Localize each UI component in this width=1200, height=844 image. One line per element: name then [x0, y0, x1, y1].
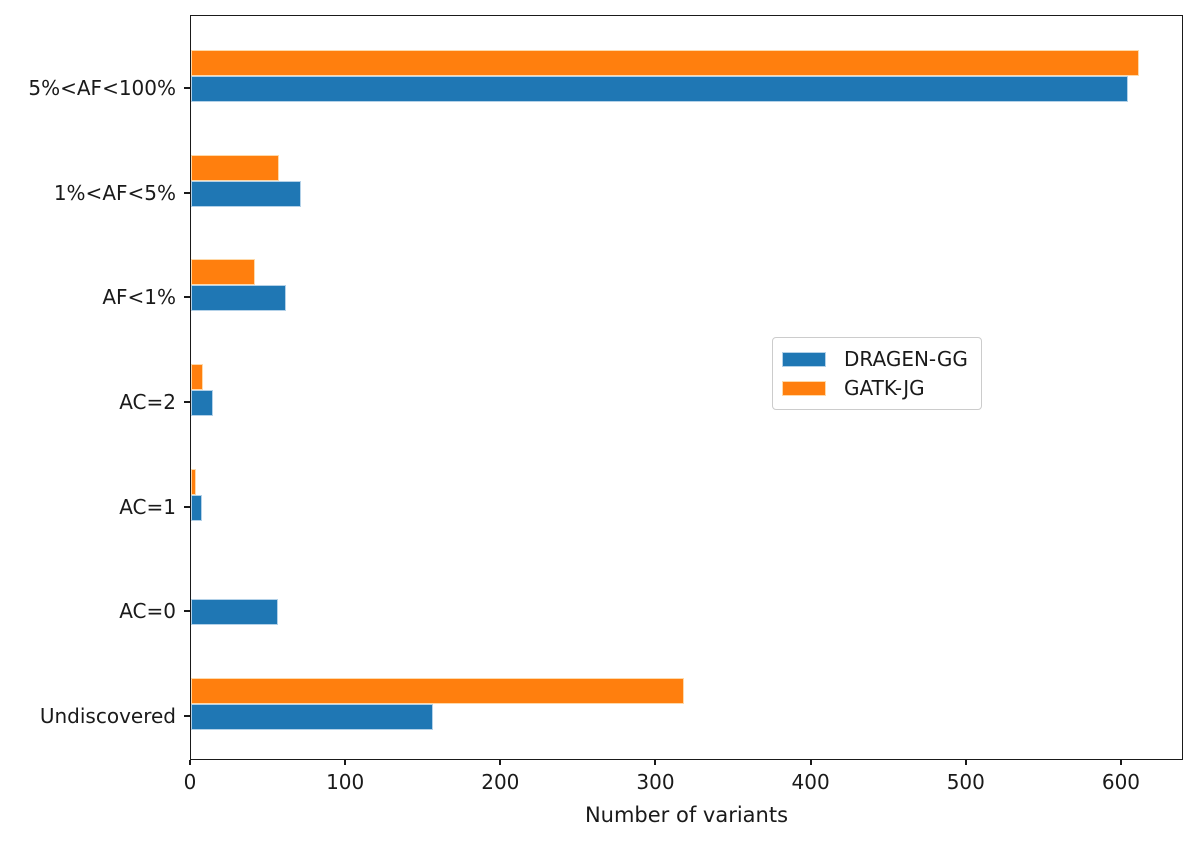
bar-dragen-gg-ac-1 — [191, 494, 202, 521]
y-tick-label: AC=2 — [119, 390, 176, 414]
x-tick-label: 500 — [946, 770, 985, 794]
y-tick-label: Undiscovered — [39, 704, 176, 728]
y-tick-mark — [184, 715, 190, 717]
bar-gatk-jg-undiscovered — [191, 678, 685, 704]
y-tick-label: 5%<AF<100% — [28, 76, 176, 100]
x-tick-mark — [654, 760, 657, 765]
y-tick-label: AF<1% — [102, 285, 176, 310]
bar-gatk-jg-5-af-100 — [191, 50, 1139, 76]
x-tick-label: 100 — [326, 770, 365, 794]
bar-dragen-gg-5-af-100 — [191, 76, 1129, 102]
y-tick-mark — [184, 505, 190, 508]
bar-gatk-jg-ac-2 — [191, 364, 204, 390]
y-tick-label: 1%<AF<5% — [53, 180, 176, 205]
x-tick-label: 200 — [481, 770, 520, 794]
x-tick-label: 400 — [791, 770, 830, 794]
legend: DRAGEN-GG GATK-JG — [772, 337, 982, 410]
x-tick-mark — [189, 760, 191, 765]
legend-label-dragen-gg: DRAGEN-GG — [844, 347, 968, 371]
y-tick-mark — [184, 610, 190, 613]
y-tick-mark — [184, 87, 190, 89]
bar-dragen-gg-1-af-5 — [191, 180, 302, 207]
y-tick-mark — [184, 191, 190, 194]
y-tick-label: AC=1 — [119, 494, 176, 519]
y-tick-mark — [184, 401, 190, 403]
bar-dragen-gg-ac-2 — [191, 390, 213, 416]
legend-row-gatk-jg: GATK-JG — [773, 377, 981, 399]
legend-label-gatk-jg: GATK-JG — [844, 376, 925, 400]
plot-area — [190, 15, 1183, 760]
legend-swatch-dragen-gg — [782, 351, 826, 367]
x-tick-mark — [809, 760, 812, 765]
x-tick-mark — [344, 760, 347, 765]
x-tick-mark — [964, 760, 967, 765]
x-tick-label: 600 — [1101, 770, 1141, 794]
bar-dragen-gg-af-1 — [191, 285, 286, 312]
legend-row-dragen-gg: DRAGEN-GG — [773, 348, 981, 370]
x-tick-mark — [499, 760, 502, 765]
y-tick-label: AC=0 — [119, 599, 176, 624]
bar-gatk-jg-ac-1 — [191, 468, 196, 495]
bar-dragen-gg-undiscovered — [191, 704, 434, 730]
legend-swatch-gatk-jg — [782, 380, 826, 396]
y-tick-mark — [184, 296, 190, 299]
x-axis-label: Number of variants — [584, 803, 789, 827]
bar-dragen-gg-ac-0 — [191, 599, 278, 626]
bar-gatk-jg-af-1 — [191, 259, 255, 286]
bar-gatk-jg-1-af-5 — [191, 154, 280, 181]
x-tick-label: 0 — [183, 770, 197, 794]
x-tick-label: 300 — [636, 770, 675, 794]
x-tick-mark — [1119, 760, 1122, 765]
